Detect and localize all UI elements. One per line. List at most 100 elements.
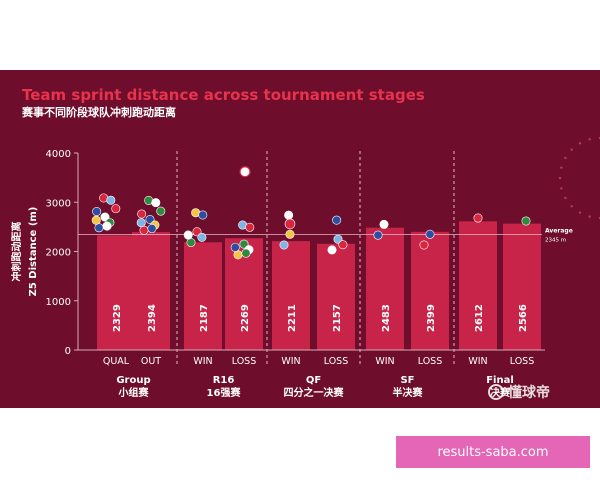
average-label: Average	[545, 228, 573, 235]
decorative-dot	[588, 215, 591, 218]
y-tick-label: 1000	[46, 297, 71, 308]
team-flag-icon	[186, 238, 196, 248]
team-flag-icon	[419, 240, 429, 250]
team-flag-icon	[156, 206, 166, 216]
team-flag-icon	[151, 198, 161, 208]
bar	[366, 227, 404, 350]
bar-value-label: 2329	[112, 304, 123, 332]
bar	[459, 221, 497, 350]
bar	[97, 235, 135, 350]
bar-value-label: 2394	[147, 304, 158, 332]
team-flag-icon	[91, 215, 101, 225]
team-flag-icon	[136, 218, 146, 228]
decorative-dot	[588, 138, 591, 141]
x-tick-label: LOSS	[418, 356, 443, 367]
group-label: SF	[400, 375, 414, 386]
team-flag-icon	[279, 240, 289, 250]
watermark: 懂球帝	[488, 382, 550, 402]
average-value-label: 2345 m	[545, 238, 566, 244]
bar-value-label: 2612	[474, 304, 485, 332]
decorative-dot	[578, 142, 582, 145]
x-tick-label: WIN	[193, 356, 212, 367]
bar-value-label: 2187	[199, 304, 210, 332]
team-flag-icon	[147, 224, 157, 234]
chart-panel: Team sprint distance across tournament s…	[0, 70, 600, 408]
team-flag-icon	[284, 210, 294, 220]
y-tick-label: 2000	[46, 248, 71, 259]
group-label-cn: 半决赛	[393, 386, 424, 399]
team-flag-icon	[102, 221, 112, 231]
decorative-dot	[558, 176, 562, 180]
watermark-logo-icon	[488, 384, 504, 400]
x-tick-label: WIN	[468, 356, 487, 367]
team-flag-icon	[198, 210, 208, 220]
bar	[272, 241, 310, 350]
y-axis-label-cn: 冲刺跑动距离	[10, 222, 23, 282]
x-tick-label: LOSS	[232, 356, 257, 367]
team-flag-icon	[197, 232, 207, 242]
team-flag-icon	[332, 215, 342, 225]
team-flag-icon	[92, 207, 102, 217]
team-flag-icon	[233, 250, 243, 260]
x-tick-label: WIN	[281, 356, 300, 367]
decorative-dot	[578, 211, 582, 214]
bar	[503, 223, 541, 350]
y-tick-label: 4000	[46, 149, 71, 160]
team-flag-icon	[285, 229, 295, 239]
team-flag-icon	[239, 166, 251, 178]
bar-value-label: 2157	[332, 304, 343, 332]
y-tick-label: 0	[65, 346, 71, 357]
team-flag-icon	[373, 230, 383, 240]
bar	[411, 231, 449, 350]
team-flag-icon	[111, 204, 121, 214]
decorative-dot	[570, 148, 573, 151]
bar-chart: 0 1000 2000 3000 4000 冲刺跑动距离 Z5 Distance (m) 23…	[10, 136, 600, 399]
x-tick-label: LOSS	[510, 356, 535, 367]
watermark-text: 懂球帝	[508, 385, 550, 401]
team-flag-icon	[139, 225, 149, 235]
bar-value-label: 2566	[518, 304, 529, 332]
team-flag-icon	[137, 209, 147, 219]
team-flag-icon	[379, 219, 389, 229]
x-tick-label: WIN	[375, 356, 394, 367]
y-tick-label: 3000	[46, 198, 71, 209]
team-flag-icon	[94, 223, 104, 233]
group-label-cn: 四分之一决赛	[284, 386, 345, 399]
y-axis-label: Z5 Distance (m)	[28, 207, 39, 297]
bar	[317, 243, 355, 350]
x-tick-label: QUAL	[103, 356, 130, 367]
chart-subtitle: 赛事不同阶段球队冲刺跑动距离	[22, 106, 176, 119]
group-label: Group	[116, 375, 150, 386]
decorative-dot	[570, 205, 573, 208]
team-flag-icon	[241, 248, 251, 258]
team-flag-icon	[245, 222, 255, 232]
bar-value-label: 2211	[287, 304, 298, 332]
bar	[132, 232, 170, 350]
decorative-dot	[564, 156, 567, 160]
bar-value-label: 2483	[381, 304, 392, 332]
decorative-dot	[564, 196, 567, 200]
team-flag-icon	[338, 240, 348, 250]
team-flag-icon	[183, 230, 193, 240]
team-flag-icon	[284, 218, 296, 230]
group-label: QF	[306, 375, 321, 386]
team-flag-icon	[327, 245, 337, 255]
bar	[184, 242, 222, 350]
team-flag-icon	[106, 195, 116, 205]
chart-title: Team sprint distance across tournament s…	[22, 86, 425, 104]
team-flag-icon	[425, 229, 435, 239]
team-flag-icon	[521, 216, 531, 226]
group-label: Final	[486, 375, 514, 386]
group-label: R16	[213, 375, 235, 386]
decorative-dot	[560, 187, 563, 190]
site-link-badge[interactable]: results-saba.com	[396, 436, 590, 468]
decorative-dot	[560, 166, 563, 169]
bar-value-label: 2269	[240, 304, 251, 332]
x-tick-label: OUT	[141, 356, 161, 367]
team-flag-icon	[473, 213, 483, 223]
x-tick-label: LOSS	[324, 356, 349, 367]
bar-value-label: 2399	[426, 304, 437, 332]
group-label-cn: 小组赛	[118, 386, 150, 399]
group-label-cn: 16强赛	[207, 386, 242, 399]
team-flag-icon	[230, 242, 240, 252]
